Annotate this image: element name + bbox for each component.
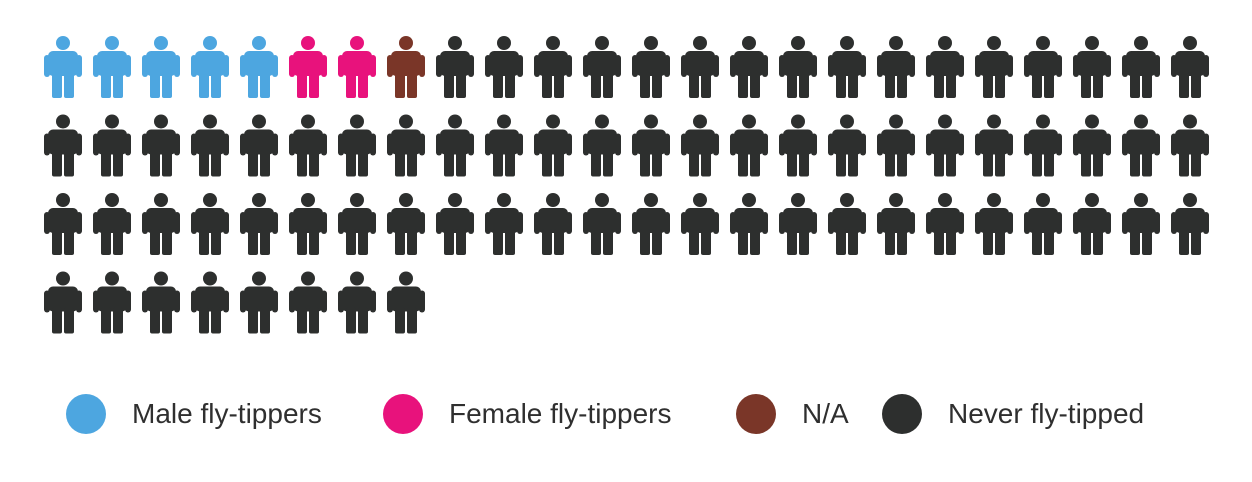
person-icon [142,114,180,177]
person-icon [583,36,621,98]
person-icon [730,193,768,255]
person-icon [93,193,131,255]
legend-label: Female fly-tippers [449,398,672,429]
person-icon [93,36,131,98]
person-icon [583,193,621,255]
person-icon [681,114,719,177]
person-icon [877,114,915,177]
person-icon [1171,193,1209,255]
person-icon [534,193,572,255]
legend-item: N/A [736,388,849,440]
person-icon [289,114,327,177]
person-icon [779,114,817,177]
person-icon [534,36,572,98]
legend-swatch [736,394,776,434]
person-icon [877,36,915,98]
person-icon [93,271,131,334]
legend-swatch [383,394,423,434]
person-icon [142,36,180,98]
person-icon [387,114,425,177]
person-icon [44,36,82,98]
person-icon [191,193,229,255]
person-icon [240,271,278,334]
person-icon [632,36,670,98]
person-icon [1122,193,1160,255]
person-icon [93,114,131,177]
person-icon [338,114,376,177]
person-icon [975,114,1013,177]
legend-label: Male fly-tippers [132,398,322,429]
pictogram-chart [44,36,1209,334]
person-icon [730,36,768,98]
person-icon [436,193,474,255]
person-icon [681,36,719,98]
person-icon [534,114,572,177]
person-icon [1073,114,1111,177]
person-icon [436,36,474,98]
person-icon [44,193,82,255]
legend-label: Never fly-tipped [948,398,1145,429]
person-icon [926,114,964,177]
person-icon [583,114,621,177]
person-icon [632,114,670,177]
person-icon [191,114,229,177]
person-icon [338,193,376,255]
person-icon [779,193,817,255]
legend-item: Male fly-tippers [66,388,322,440]
person-icon [1171,36,1209,98]
person-icon [436,114,474,177]
person-icon [1171,114,1209,177]
person-icon [387,271,425,334]
person-icon [44,271,82,334]
person-icon [44,114,82,177]
person-icon [1073,193,1111,255]
legend-swatch [66,394,106,434]
person-icon [877,193,915,255]
person-icon [828,114,866,177]
person-icon [632,193,670,255]
person-icon [1073,36,1111,98]
person-icon [485,36,523,98]
person-icon [975,193,1013,255]
person-icon [191,271,229,334]
person-icon [1122,36,1160,98]
legend-label: N/A [802,398,849,429]
person-icon [926,193,964,255]
person-icon [289,36,327,98]
person-icon [828,193,866,255]
person-icon [191,36,229,98]
person-icon [142,271,180,334]
person-icon [387,36,425,98]
person-icon [975,36,1013,98]
person-icon [289,193,327,255]
person-icon [779,36,817,98]
legend-swatch [882,394,922,434]
legend-item: Never fly-tipped [882,388,1144,440]
person-icon [485,114,523,177]
person-icon [681,193,719,255]
person-icon [828,36,866,98]
person-icon [1024,193,1062,255]
legend-item: Female fly-tippers [383,388,672,440]
person-icon [1024,36,1062,98]
person-icon [485,193,523,255]
person-icon [240,114,278,177]
legend: Male fly-tippers Female fly-tippers N/A Nev… [0,388,1252,440]
person-icon [1024,114,1062,177]
person-icon [730,114,768,177]
person-icon [289,271,327,334]
person-icon [240,193,278,255]
person-icon [142,193,180,255]
person-icon [926,36,964,98]
person-icon [1122,114,1160,177]
person-icon [338,271,376,334]
person-icon [240,36,278,98]
person-icon [387,193,425,255]
person-icon [338,36,376,98]
